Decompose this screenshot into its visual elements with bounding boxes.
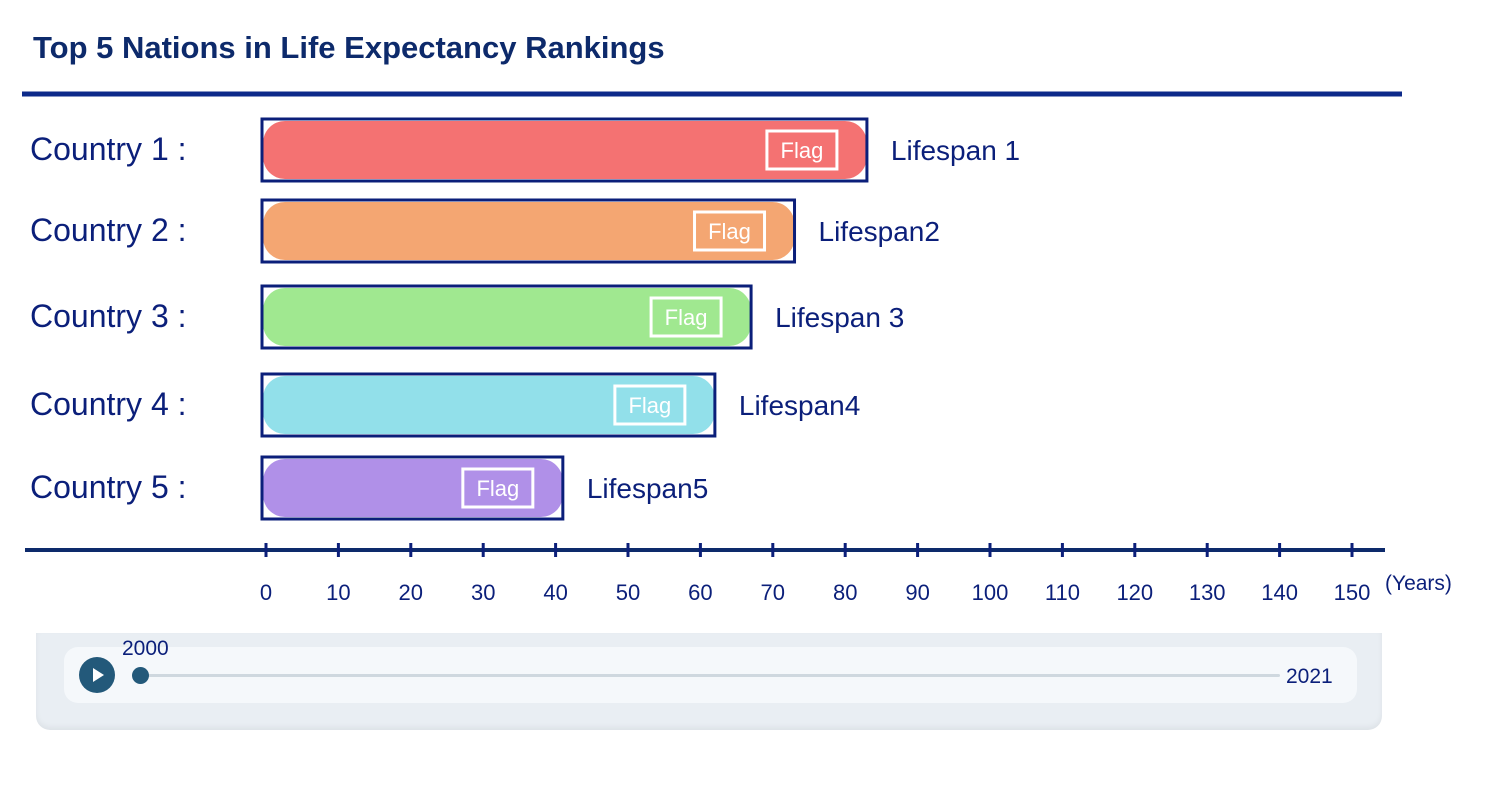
bar-outline	[260, 372, 717, 438]
x-tick-label: 40	[543, 580, 567, 605]
category-label: Country 3 :	[30, 298, 187, 334]
x-tick-label: 80	[833, 580, 857, 605]
flag-label: Flag	[476, 476, 519, 501]
flag-placeholder	[461, 467, 535, 509]
bar-outline	[260, 455, 565, 521]
x-tick-label: 0	[260, 580, 272, 605]
flag-placeholder	[693, 210, 767, 252]
category-label: Country 1 :	[30, 131, 187, 167]
x-tick-label: 10	[326, 580, 350, 605]
timeline-panel: 2000 2021	[36, 633, 1382, 730]
timeline-track[interactable]	[140, 674, 1280, 677]
bar-row: Country 2 : Flag Lifespan2	[30, 198, 940, 264]
flag-placeholder	[649, 296, 723, 338]
bar-outline	[260, 284, 753, 350]
x-tick-label: 90	[905, 580, 929, 605]
flag-label: Flag	[781, 138, 824, 163]
bar-row: Country 3 : Flag Lifespan 3	[30, 284, 904, 350]
x-tick-label: 100	[972, 580, 1009, 605]
x-tick-label: 60	[688, 580, 712, 605]
value-label: Lifespan 1	[891, 135, 1020, 166]
end-year-label: 2021	[1286, 665, 1333, 688]
bar-outline	[260, 117, 869, 183]
bar-row: Country 5 : Flag Lifespan5	[30, 455, 708, 521]
x-axis-label: (Years)	[1385, 572, 1452, 595]
category-label: Country 5 :	[30, 469, 187, 505]
x-tick-label: 130	[1189, 580, 1226, 605]
timeline-slider-container: 2000 2021	[64, 637, 1357, 703]
value-label: Lifespan5	[587, 473, 708, 504]
bar-chart: Country 1 : Flag Lifespan 1 Country 2 : Flag…	[22, 91, 1452, 605]
play-button[interactable]	[79, 657, 115, 693]
x-tick-label: 140	[1261, 580, 1298, 605]
bar-fill[interactable]	[263, 121, 867, 179]
x-tick-label: 70	[761, 580, 785, 605]
flag-label: Flag	[665, 305, 708, 330]
flag-label: Flag	[628, 393, 671, 418]
flag-placeholder	[765, 129, 839, 171]
x-tick-label: 50	[616, 580, 640, 605]
x-tick-label: 120	[1116, 580, 1153, 605]
bar-fill[interactable]	[263, 459, 563, 517]
bar-row: Country 1 : Flag Lifespan 1	[30, 117, 1020, 183]
page-title: Top 5 Nations in Life Expectancy Ranking…	[33, 30, 665, 65]
current-year-label: 2000	[122, 637, 169, 660]
category-label: Country 2 :	[30, 212, 187, 248]
x-tick-label: 30	[471, 580, 495, 605]
bar-fill[interactable]	[263, 202, 795, 260]
flag-placeholder	[613, 384, 687, 426]
x-tick-label: 20	[399, 580, 423, 605]
bar-fill[interactable]	[263, 376, 715, 434]
value-label: Lifespan4	[739, 390, 860, 421]
timeline-handle[interactable]	[132, 667, 149, 684]
x-tick-label: 150	[1334, 580, 1371, 605]
value-label: Lifespan2	[819, 216, 940, 247]
flag-label: Flag	[708, 219, 751, 244]
bar-row: Country 4 : Flag Lifespan4	[30, 372, 860, 438]
value-label: Lifespan 3	[775, 302, 904, 333]
bar-outline	[260, 198, 797, 264]
bar-fill[interactable]	[263, 288, 752, 346]
x-tick-label: 110	[1045, 580, 1080, 605]
category-label: Country 4 :	[30, 386, 187, 422]
